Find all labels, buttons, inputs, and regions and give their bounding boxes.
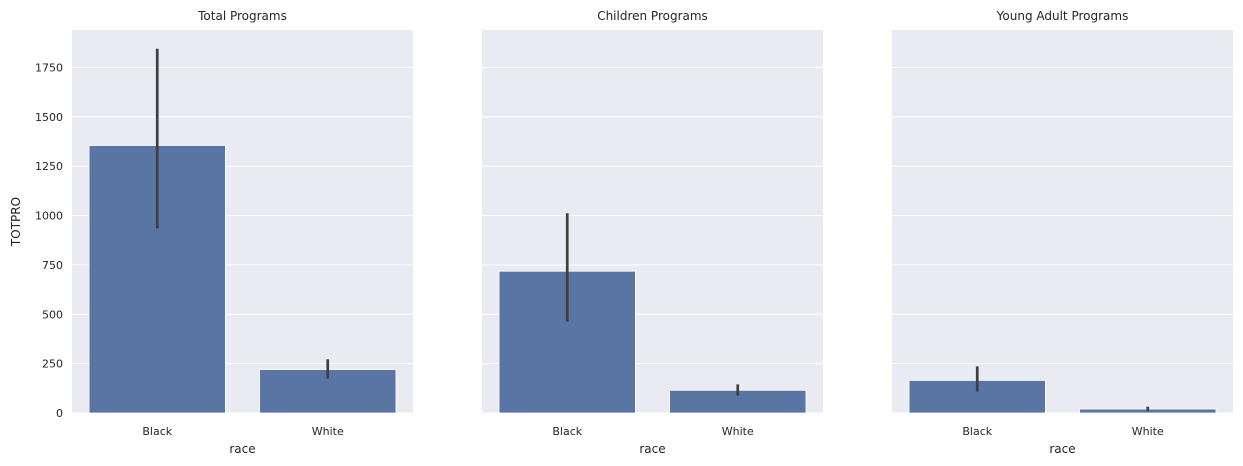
y-tick-label: 1500	[35, 111, 63, 124]
x-tick-label: White	[722, 425, 754, 438]
x-axis-label: race	[639, 442, 665, 456]
y-tick-label: 750	[42, 259, 63, 272]
plot-background	[892, 30, 1233, 413]
panel-1: Black White 0 250 500 750 1000 1250 1500 1750 Tota…	[9, 9, 413, 456]
panel-title: Total Programs	[197, 9, 287, 23]
y-tick-label: 1250	[35, 160, 63, 173]
panel-3: Black White Young Adult Programs race	[892, 9, 1233, 456]
x-axis-label: race	[229, 442, 255, 456]
x-tick-label: White	[1132, 425, 1164, 438]
y-tick-label: 250	[42, 358, 63, 371]
panel-2: Black White Children Programs race	[482, 9, 823, 456]
x-tick-label: Black	[142, 425, 172, 438]
panel-title: Children Programs	[597, 9, 708, 23]
y-tick-label: 1000	[35, 210, 63, 223]
x-tick-label: White	[312, 425, 344, 438]
panel-title: Young Adult Programs	[996, 9, 1129, 23]
y-tick-label: 500	[42, 308, 63, 321]
y-tick-label: 0	[56, 407, 63, 420]
y-axis-label: TOTPRO	[9, 197, 23, 247]
x-tick-label: Black	[962, 425, 992, 438]
x-tick-label: Black	[552, 425, 582, 438]
y-tick-label: 1750	[35, 62, 63, 75]
x-axis-label: race	[1049, 442, 1075, 456]
